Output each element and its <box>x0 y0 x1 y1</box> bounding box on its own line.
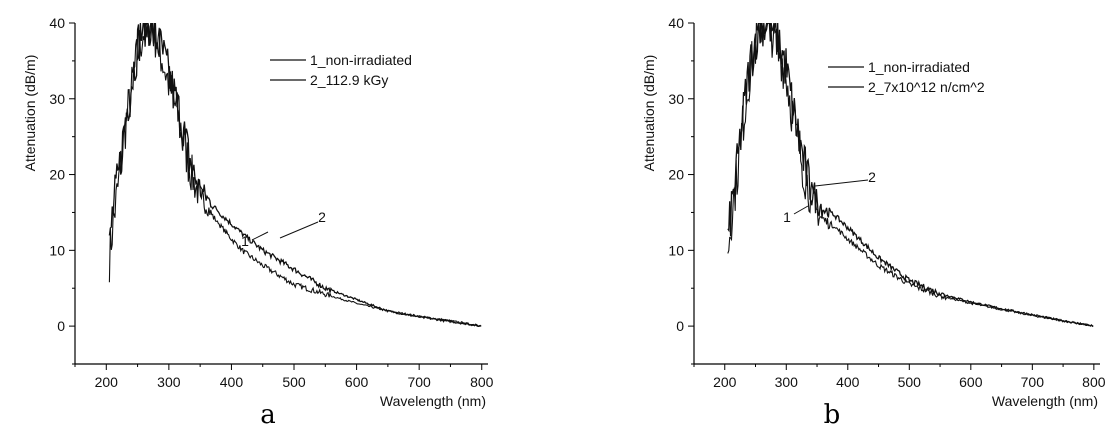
panel-letter: a <box>260 400 276 430</box>
x-axis-label: Wavelength (nm) <box>992 393 1098 409</box>
x-tick-label: 600 <box>345 374 369 390</box>
x-tick-label: 300 <box>775 374 799 390</box>
y-tick-label: 10 <box>49 242 65 258</box>
x-tick-label: 500 <box>282 374 306 390</box>
y-tick-label: 0 <box>57 318 65 334</box>
x-axis-label: Wavelength (nm) <box>380 393 486 409</box>
x-tick-label: 300 <box>157 374 181 390</box>
chart-panel-b: 200 300 400 500 600 700 800 0 10 20 30 40 Wavelength… <box>641 15 1106 430</box>
legend-entry: 1_non-irradiated <box>310 52 412 68</box>
curve-annotation-2: 2 <box>868 169 876 185</box>
series-line-2 <box>727 23 1094 328</box>
y-tick-label: 0 <box>676 318 684 334</box>
x-tick-label: 200 <box>95 374 119 390</box>
x-tick-label: 700 <box>407 374 431 390</box>
y-tick-label: 30 <box>49 91 65 107</box>
y-axis-label: Attenuation (dB/m) <box>22 55 38 172</box>
y-tick-label: 10 <box>668 242 684 258</box>
curve-annotation-1: 1 <box>783 209 791 225</box>
x-tick-label: 500 <box>898 374 922 390</box>
curve-annotation-2: 2 <box>318 209 326 225</box>
x-tick-label: 700 <box>1021 374 1045 390</box>
annotation-leader <box>279 221 319 239</box>
y-tick-label: 20 <box>668 167 684 183</box>
annotation-leader <box>793 205 809 215</box>
y-tick-label: 40 <box>49 15 65 31</box>
panel-letter: b <box>824 400 841 430</box>
x-tick-label: 800 <box>1082 374 1106 390</box>
series-line-2 <box>108 23 482 327</box>
y-tick-label: 20 <box>49 167 65 183</box>
y-tick-label: 30 <box>668 91 684 107</box>
x-tick-label: 200 <box>713 374 737 390</box>
annotation-leader <box>251 231 269 241</box>
x-tick-label: 600 <box>959 374 983 390</box>
x-tick-label: 400 <box>220 374 244 390</box>
annotation-leader <box>814 179 869 187</box>
x-tick-label: 400 <box>836 374 860 390</box>
series-line-1 <box>108 23 482 327</box>
legend-entry: 2_112.9 kGy <box>310 72 388 88</box>
y-axis-label: Attenuation (dB/m) <box>641 55 657 172</box>
legend-entry: 2_7x10^12 n/cm^2 <box>868 79 985 95</box>
curve-annotation-1: 1 <box>241 233 249 249</box>
legend-entry: 1_non-irradiated <box>868 59 970 75</box>
chart-panel-a: 200 300 400 500 600 700 800 0 10 20 30 40 Wavelength… <box>22 15 494 430</box>
x-tick-label: 800 <box>470 374 494 390</box>
y-tick-label: 40 <box>668 15 684 31</box>
